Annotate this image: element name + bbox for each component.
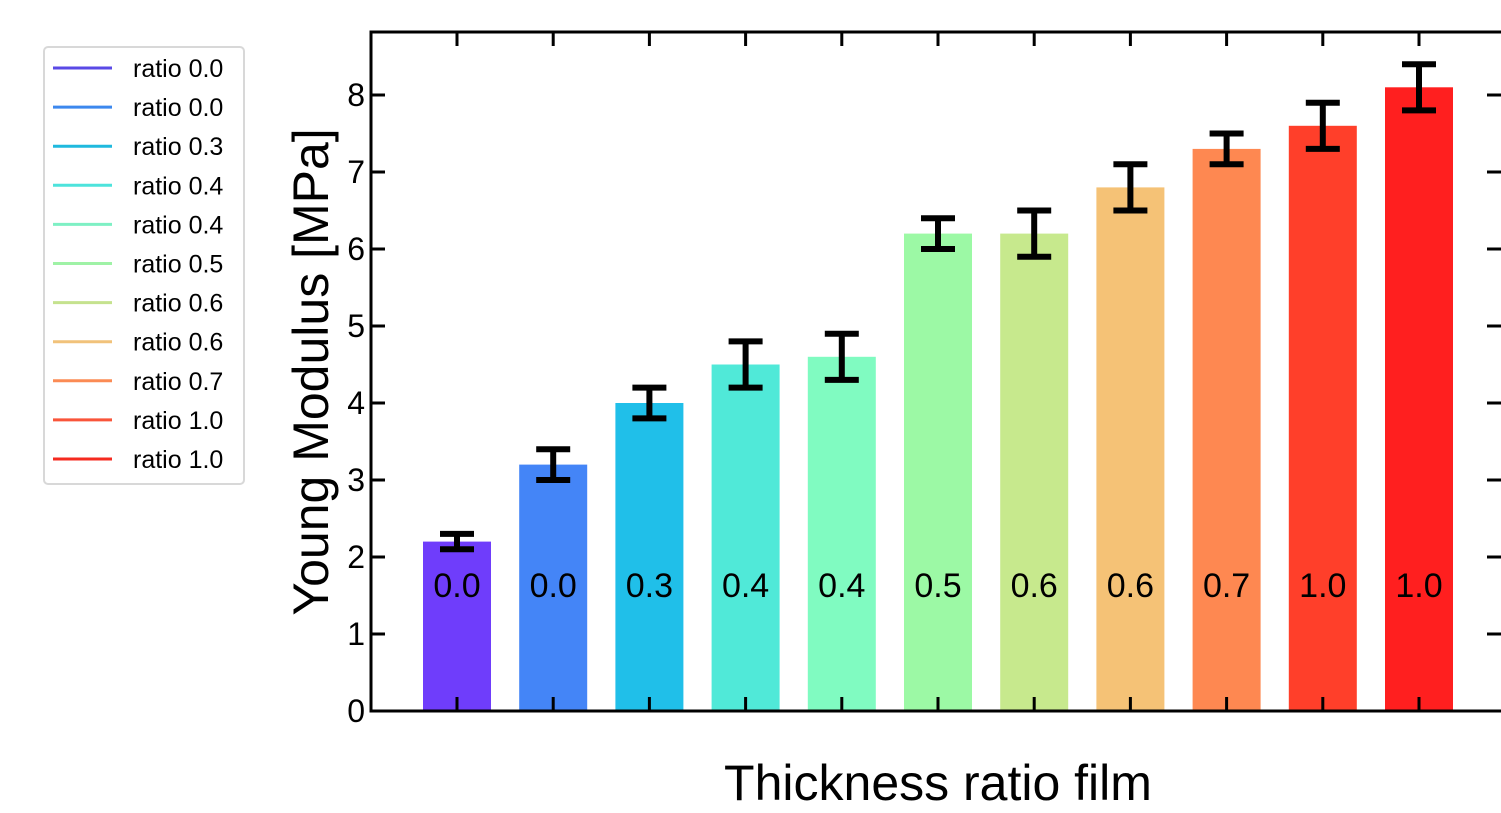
legend-label: ratio 0.3 bbox=[133, 133, 223, 161]
bar bbox=[711, 364, 780, 711]
error-bar bbox=[1113, 161, 1148, 214]
bar bbox=[1192, 148, 1261, 711]
axes: 0 1 2 3 4 5 6 7 8 bbox=[347, 30, 1501, 729]
legend-item: ratio 1.0 bbox=[53, 446, 223, 474]
legend: ratio 0.0 ratio 0.0 ratio 0.3 ratio 0.4 rati… bbox=[43, 46, 245, 485]
error-bar bbox=[1402, 61, 1436, 114]
y-tick-label: 5 bbox=[347, 308, 365, 344]
legend-label: ratio 0.7 bbox=[133, 368, 223, 396]
bar bbox=[1288, 125, 1357, 712]
legend-item: ratio 0.6 bbox=[53, 329, 223, 357]
bar-label: 0.3 bbox=[626, 567, 673, 605]
error-bar bbox=[921, 215, 955, 252]
legend-label: ratio 1.0 bbox=[133, 446, 223, 474]
error-bar bbox=[824, 330, 859, 383]
bar-label: 0.6 bbox=[1011, 567, 1058, 605]
error-bar bbox=[728, 338, 763, 391]
legend-frame bbox=[43, 46, 245, 485]
bar-label: 0.6 bbox=[1107, 567, 1154, 605]
legend-item: ratio 0.0 bbox=[53, 94, 223, 122]
bar bbox=[615, 403, 684, 711]
bar bbox=[1000, 233, 1069, 711]
y-tick-label: 4 bbox=[347, 385, 365, 421]
y-tick-label: 2 bbox=[347, 539, 365, 575]
error-bar bbox=[536, 446, 571, 483]
y-tick-label: 1 bbox=[347, 616, 365, 652]
error-bar bbox=[440, 530, 474, 553]
bar-label: 0.4 bbox=[722, 567, 769, 605]
legend-item: ratio 0.4 bbox=[53, 211, 223, 239]
legend-label: ratio 0.6 bbox=[133, 329, 223, 357]
legend-item: ratio 0.4 bbox=[53, 172, 223, 200]
y-tick-label: 3 bbox=[347, 462, 365, 498]
error-bar bbox=[632, 384, 667, 422]
error-bar bbox=[1209, 130, 1244, 168]
bar bbox=[1096, 187, 1165, 711]
bar bbox=[519, 464, 588, 711]
legend-item: ratio 0.5 bbox=[53, 251, 223, 279]
legend-item: ratio 0.6 bbox=[53, 290, 223, 318]
bar-label: 0.0 bbox=[530, 567, 577, 605]
y-tick-label: 6 bbox=[347, 231, 365, 267]
y-axis-label: Young Modulus [MPa] bbox=[283, 128, 339, 615]
legend-label: ratio 1.0 bbox=[133, 407, 223, 435]
bar bbox=[807, 356, 876, 711]
bar-label: 0.5 bbox=[914, 567, 961, 605]
error-bars bbox=[440, 61, 1436, 553]
bar-label: 1.0 bbox=[1395, 567, 1442, 605]
x-axis-label: Thickness ratio film bbox=[724, 755, 1152, 811]
error-bar bbox=[1305, 99, 1340, 152]
bar bbox=[1385, 87, 1453, 712]
legend-label: ratio 0.0 bbox=[133, 94, 223, 122]
legend-label: ratio 0.4 bbox=[133, 211, 223, 239]
bar-label: 0.7 bbox=[1203, 567, 1250, 605]
bar bbox=[904, 233, 972, 711]
legend-label: ratio 0.6 bbox=[133, 290, 223, 318]
bars bbox=[423, 87, 1453, 712]
y-tick-label: 7 bbox=[347, 154, 365, 190]
bar bbox=[423, 541, 491, 711]
bar-label: 0.4 bbox=[818, 567, 865, 605]
legend-label: ratio 0.0 bbox=[133, 55, 223, 83]
y-tick-label: 0 bbox=[347, 693, 365, 729]
legend-item: ratio 0.3 bbox=[53, 133, 223, 161]
legend-item: ratio 1.0 bbox=[53, 407, 223, 435]
bar-labels: 0.0 0.0 0.3 0.4 0.4 0.5 0.6 0.6 0.7 1.0 1.0 bbox=[433, 567, 1442, 605]
bar-label: 0.0 bbox=[433, 567, 480, 605]
bar-label: 1.0 bbox=[1299, 567, 1346, 605]
y-tick-label: 8 bbox=[347, 77, 365, 113]
legend-label: ratio 0.5 bbox=[133, 251, 223, 279]
error-bar bbox=[1017, 207, 1052, 260]
legend-label: ratio 0.4 bbox=[133, 172, 223, 200]
legend-item: ratio 0.0 bbox=[53, 55, 223, 83]
legend-item: ratio 0.7 bbox=[53, 368, 223, 396]
